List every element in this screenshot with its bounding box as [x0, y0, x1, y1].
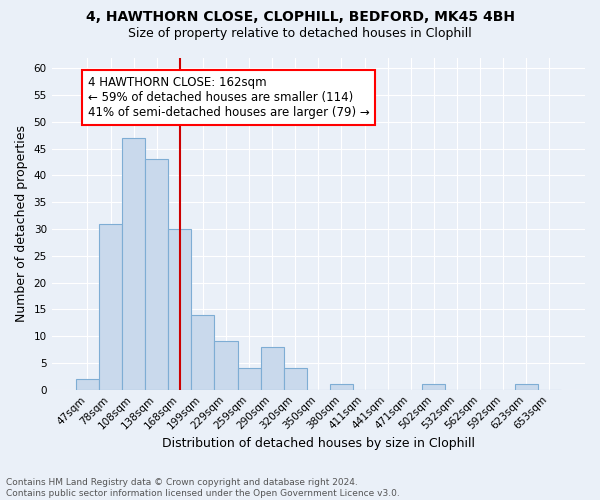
Text: 4 HAWTHORN CLOSE: 162sqm
← 59% of detached houses are smaller (114)
41% of semi-: 4 HAWTHORN CLOSE: 162sqm ← 59% of detach…	[88, 76, 370, 120]
Bar	[191, 314, 214, 390]
Bar	[330, 384, 353, 390]
Bar	[99, 224, 122, 390]
Bar	[284, 368, 307, 390]
Bar	[122, 138, 145, 390]
Bar	[238, 368, 260, 390]
Bar	[76, 379, 99, 390]
Bar	[145, 160, 168, 390]
Text: Size of property relative to detached houses in Clophill: Size of property relative to detached ho…	[128, 28, 472, 40]
Bar	[422, 384, 445, 390]
Bar	[260, 347, 284, 390]
Bar	[168, 229, 191, 390]
Bar	[214, 342, 238, 390]
X-axis label: Distribution of detached houses by size in Clophill: Distribution of detached houses by size …	[162, 437, 475, 450]
Y-axis label: Number of detached properties: Number of detached properties	[15, 125, 28, 322]
Text: Contains HM Land Registry data © Crown copyright and database right 2024.
Contai: Contains HM Land Registry data © Crown c…	[6, 478, 400, 498]
Text: 4, HAWTHORN CLOSE, CLOPHILL, BEDFORD, MK45 4BH: 4, HAWTHORN CLOSE, CLOPHILL, BEDFORD, MK…	[86, 10, 515, 24]
Bar	[515, 384, 538, 390]
